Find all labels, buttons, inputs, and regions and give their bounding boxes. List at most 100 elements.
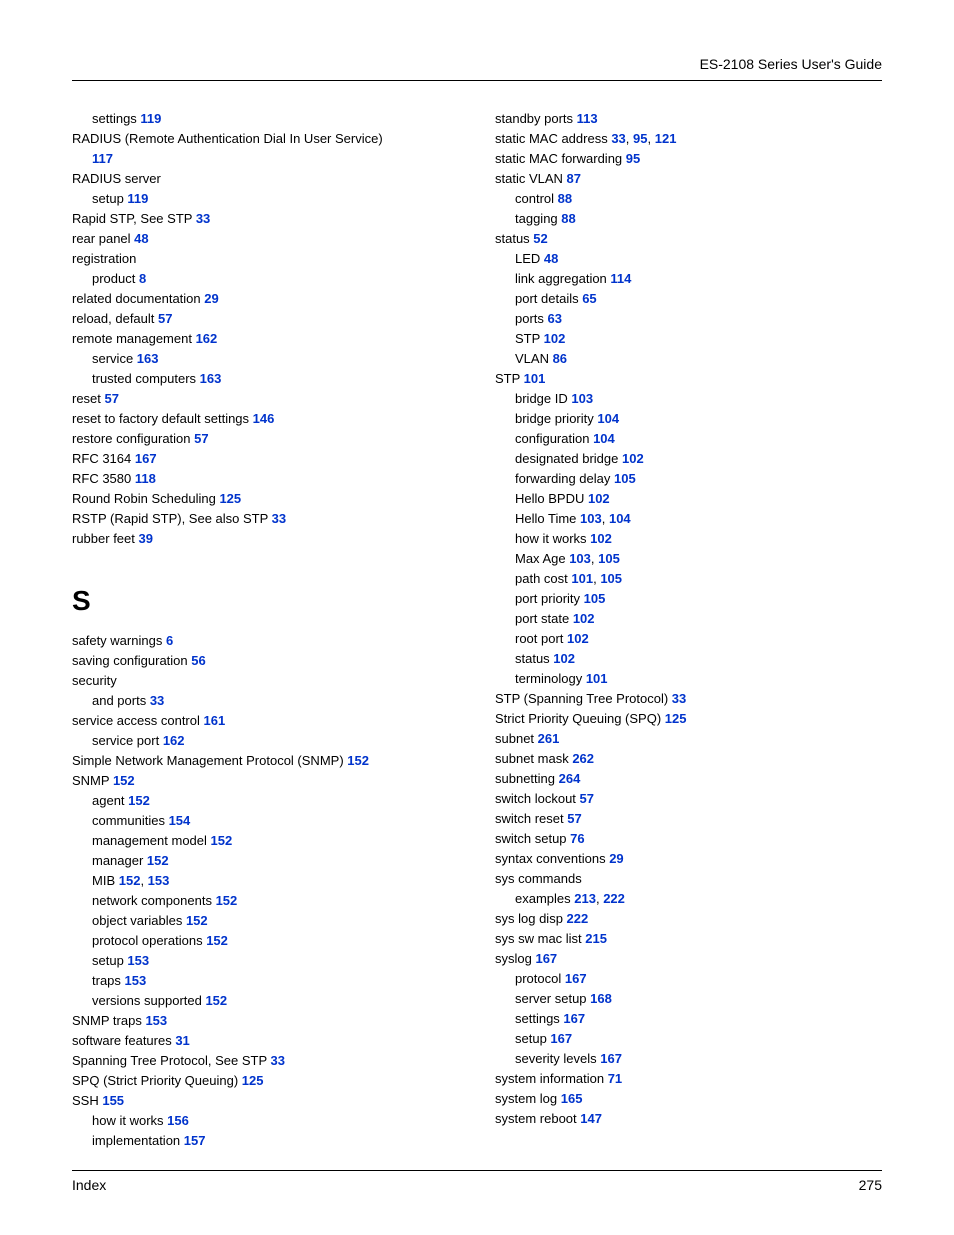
page-link[interactable]: 167 xyxy=(135,451,157,466)
page-link[interactable]: 103 xyxy=(569,551,591,566)
page-link[interactable]: 167 xyxy=(535,951,557,966)
page-link[interactable]: 157 xyxy=(184,1133,206,1148)
page-link[interactable]: 57 xyxy=(105,391,119,406)
page-link[interactable]: 125 xyxy=(242,1073,264,1088)
page-link[interactable]: 213 xyxy=(574,891,596,906)
page-link[interactable]: 119 xyxy=(140,111,161,126)
page-link[interactable]: 86 xyxy=(553,351,567,366)
page-link[interactable]: 33 xyxy=(150,693,164,708)
page-link[interactable]: 104 xyxy=(597,411,619,426)
page-link[interactable]: 31 xyxy=(175,1033,189,1048)
page-link[interactable]: 88 xyxy=(558,191,572,206)
page-link[interactable]: 105 xyxy=(600,571,622,586)
page-link[interactable]: 152 xyxy=(211,833,233,848)
page-link[interactable]: 33 xyxy=(196,211,210,226)
page-link[interactable]: 147 xyxy=(580,1111,602,1126)
page-link[interactable]: 33 xyxy=(672,691,686,706)
page-link[interactable]: 33 xyxy=(272,511,286,526)
page-link[interactable]: 152 xyxy=(205,993,227,1008)
page-link[interactable]: 56 xyxy=(191,653,205,668)
page-link[interactable]: 163 xyxy=(137,351,159,366)
page-link[interactable]: 102 xyxy=(588,491,610,506)
page-link[interactable]: 33 xyxy=(271,1053,285,1068)
page-link[interactable]: 104 xyxy=(609,511,631,526)
page-link[interactable]: 167 xyxy=(550,1031,572,1046)
page-link[interactable]: 48 xyxy=(544,251,558,266)
page-link[interactable]: 154 xyxy=(169,813,191,828)
page-link[interactable]: 29 xyxy=(204,291,218,306)
page-link[interactable]: 105 xyxy=(614,471,636,486)
page-link[interactable]: 95 xyxy=(633,131,647,146)
page-link[interactable]: 152 xyxy=(216,893,238,908)
page-link[interactable]: 88 xyxy=(561,211,575,226)
page-link[interactable]: 101 xyxy=(524,371,546,386)
page-link[interactable]: 168 xyxy=(590,991,612,1006)
page-link[interactable]: 153 xyxy=(125,973,147,988)
page-link[interactable]: 76 xyxy=(570,831,584,846)
page-link[interactable]: 102 xyxy=(573,611,595,626)
page-link[interactable]: 6 xyxy=(166,633,173,648)
page-link[interactable]: 215 xyxy=(585,931,607,946)
page-link[interactable]: 87 xyxy=(567,171,581,186)
page-link[interactable]: 152 xyxy=(186,913,208,928)
page-link[interactable]: 114 xyxy=(610,271,631,286)
page-link[interactable]: 222 xyxy=(603,891,625,906)
page-link[interactable]: 165 xyxy=(561,1091,583,1106)
page-link[interactable]: 162 xyxy=(163,733,185,748)
page-link[interactable]: 103 xyxy=(580,511,602,526)
page-link[interactable]: 71 xyxy=(608,1071,622,1086)
page-link[interactable]: 57 xyxy=(194,431,208,446)
page-link[interactable]: 161 xyxy=(204,713,226,728)
page-link[interactable]: 152 xyxy=(347,753,369,768)
page-link[interactable]: 113 xyxy=(577,111,598,126)
page-link[interactable]: 262 xyxy=(572,751,594,766)
page-link[interactable]: 119 xyxy=(127,191,148,206)
page-link[interactable]: 146 xyxy=(253,411,275,426)
page-link[interactable]: 117 xyxy=(92,151,113,166)
page-link[interactable]: 162 xyxy=(196,331,218,346)
page-link[interactable]: 65 xyxy=(582,291,596,306)
page-link[interactable]: 102 xyxy=(622,451,644,466)
page-link[interactable]: 156 xyxy=(167,1113,189,1128)
page-link[interactable]: 57 xyxy=(580,791,594,806)
page-link[interactable]: 101 xyxy=(586,671,608,686)
page-link[interactable]: 264 xyxy=(559,771,581,786)
page-link[interactable]: 155 xyxy=(102,1093,124,1108)
page-link[interactable]: 57 xyxy=(567,811,581,826)
page-link[interactable]: 102 xyxy=(567,631,589,646)
page-link[interactable]: 105 xyxy=(598,551,620,566)
page-link[interactable]: 153 xyxy=(145,1013,167,1028)
page-link[interactable]: 125 xyxy=(219,491,241,506)
page-link[interactable]: 125 xyxy=(665,711,687,726)
page-link[interactable]: 152 xyxy=(128,793,150,808)
page-link[interactable]: 104 xyxy=(593,431,615,446)
page-link[interactable]: 33 xyxy=(611,131,625,146)
page-link[interactable]: 102 xyxy=(553,651,575,666)
page-link[interactable]: 167 xyxy=(565,971,587,986)
page-link[interactable]: 167 xyxy=(600,1051,622,1066)
page-link[interactable]: 167 xyxy=(563,1011,585,1026)
page-link[interactable]: 222 xyxy=(567,911,589,926)
page-link[interactable]: 103 xyxy=(571,391,593,406)
page-link[interactable]: 101 xyxy=(571,571,593,586)
page-link[interactable]: 102 xyxy=(544,331,566,346)
page-link[interactable]: 152 xyxy=(206,933,228,948)
page-link[interactable]: 153 xyxy=(127,953,149,968)
page-link[interactable]: 163 xyxy=(200,371,222,386)
page-link[interactable]: 152 xyxy=(119,873,141,888)
page-link[interactable]: 8 xyxy=(139,271,146,286)
page-link[interactable]: 153 xyxy=(148,873,170,888)
page-link[interactable]: 57 xyxy=(158,311,172,326)
page-link[interactable]: 95 xyxy=(626,151,640,166)
page-link[interactable]: 118 xyxy=(135,471,156,486)
page-link[interactable]: 121 xyxy=(655,131,677,146)
page-link[interactable]: 102 xyxy=(590,531,612,546)
page-link[interactable]: 152 xyxy=(113,773,135,788)
page-link[interactable]: 105 xyxy=(584,591,606,606)
page-link[interactable]: 29 xyxy=(609,851,623,866)
page-link[interactable]: 261 xyxy=(538,731,560,746)
page-link[interactable]: 152 xyxy=(147,853,169,868)
page-link[interactable]: 63 xyxy=(548,311,562,326)
page-link[interactable]: 39 xyxy=(139,531,153,546)
page-link[interactable]: 52 xyxy=(533,231,547,246)
